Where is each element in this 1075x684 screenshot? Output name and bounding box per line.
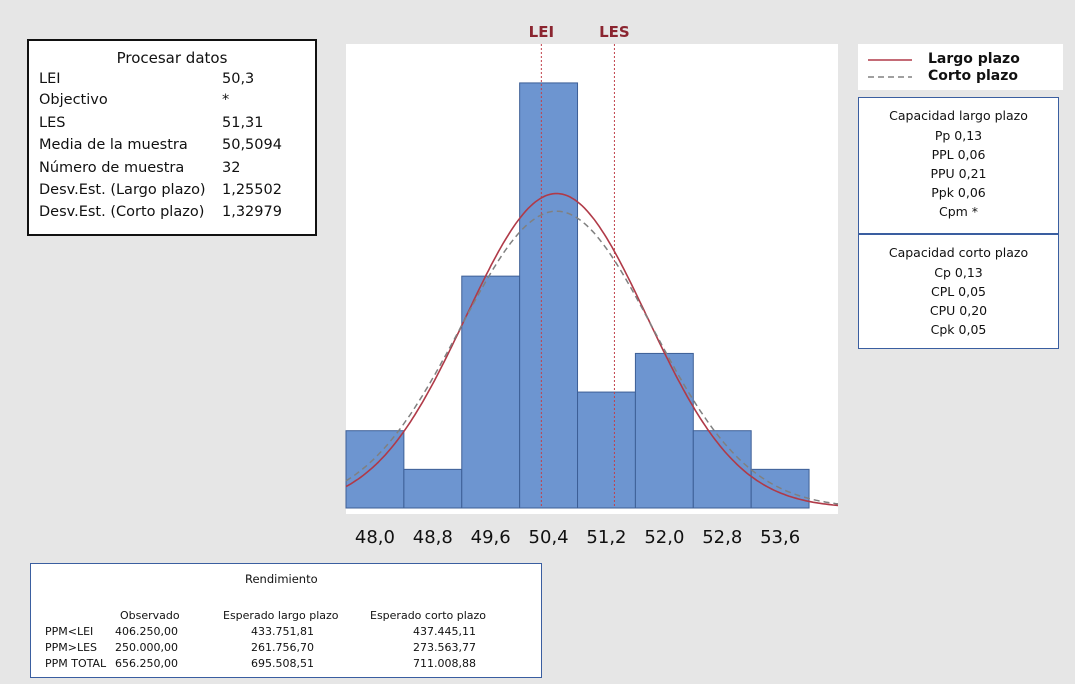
performance-title: Rendimiento [245, 572, 318, 586]
long-term-ppu: PPU 0,21 [930, 166, 987, 181]
long-term-capability-box: Capacidad largo plazo Pp 0,13 PPL 0,06 P… [858, 97, 1059, 234]
process-value-sd-short: 1,32979 [222, 204, 282, 220]
process-label-les: LES [39, 115, 66, 131]
performance-box: Rendimiento Observado Esperado largo pla… [30, 563, 542, 678]
spec-limit-label-lei: LEI [529, 23, 554, 41]
process-label-mean: Media de la muestra [39, 137, 188, 153]
legend-long-label: Largo plazo [928, 51, 1020, 67]
process-label-n: Número de muestra [39, 160, 185, 176]
process-value-target: * [222, 92, 230, 108]
x-tick-label: 50,4 [529, 527, 569, 548]
short-term-cpu: CPU 0,20 [929, 303, 988, 318]
process-data-title: Procesar datos [116, 49, 228, 67]
row-expected-long-ppm-les: 261.756,70 [251, 641, 314, 654]
short-term-cpl: CPL 0,05 [930, 284, 987, 299]
process-value-mean: 50,5094 [222, 137, 282, 153]
process-value-sd-long: 1,25502 [222, 182, 282, 198]
process-value-n: 32 [222, 160, 241, 176]
process-value-lei: 50,3 [222, 71, 255, 87]
x-tick-label: 49,6 [471, 527, 511, 548]
x-tick-label: 52,0 [644, 527, 684, 548]
row-expected-long-ppm-total: 695.508,51 [251, 657, 314, 670]
process-label-target: Objectivo [39, 92, 108, 108]
x-tick-label: 53,6 [760, 527, 800, 548]
process-value-les: 51,31 [222, 115, 264, 131]
x-tick-label: 52,8 [702, 527, 742, 548]
row-label-ppm-total: PPM TOTAL [45, 657, 107, 670]
header-expected-short: Esperado corto plazo [370, 609, 487, 622]
x-tick-label: 48,8 [413, 527, 453, 548]
short-term-cp: Cp 0,13 [934, 265, 983, 280]
legend: Largo plazo Corto plazo [858, 44, 1063, 90]
long-term-pp: Pp 0,13 [934, 128, 983, 143]
row-label-ppm-lei: PPM<LEI [45, 625, 94, 638]
process-label-sd-long: Desv.Est. (Largo plazo) [39, 182, 206, 198]
row-expected-long-ppm-lei: 433.751,81 [251, 625, 314, 638]
row-observed-ppm-lei: 406.250,00 [115, 625, 178, 638]
long-term-curve [345, 192, 839, 507]
long-term-capability-title: Capacidad largo plazo [889, 108, 1028, 123]
x-tick-label: 48,0 [355, 527, 395, 548]
short-term-capability-box: Capacidad corto plazo Cp 0,13 CPL 0,05 C… [858, 234, 1059, 349]
spec-limit-label-les: LES [599, 23, 630, 41]
row-observed-ppm-total: 656.250,00 [115, 657, 178, 670]
row-expected-short-ppm-les: 273.563,77 [413, 641, 476, 654]
long-term-ppl: PPL 0,06 [931, 147, 986, 162]
short-term-curve [345, 210, 839, 505]
row-observed-ppm-les: 250.000,00 [115, 641, 178, 654]
long-term-ppk: Ppk 0,06 [931, 185, 986, 200]
long-term-cpm: Cpm * [938, 204, 979, 219]
row-expected-short-ppm-total: 711.008,88 [413, 657, 476, 670]
histogram-bar [403, 468, 463, 509]
histogram-bar [577, 391, 636, 509]
header-expected-long: Esperado largo plazo [223, 609, 339, 622]
process-label-lei: LEI [39, 71, 61, 87]
process-data-box: Procesar datos LEI 50,3 Objectivo * LES … [27, 39, 317, 236]
histogram-bar [461, 275, 521, 509]
legend-short-label: Corto plazo [928, 68, 1019, 84]
header-observed: Observado [120, 609, 180, 622]
histogram-bar [519, 82, 579, 509]
process-label-sd-short: Desv.Est. (Corto plazo) [39, 204, 205, 220]
short-term-cpk: Cpk 0,05 [930, 322, 987, 337]
x-tick-label: 51,2 [586, 527, 626, 548]
histogram-bar [634, 352, 694, 509]
row-expected-short-ppm-lei: 437.445,11 [413, 625, 476, 638]
row-label-ppm-les: PPM>LES [45, 641, 98, 654]
short-term-capability-title: Capacidad corto plazo [888, 245, 1029, 260]
